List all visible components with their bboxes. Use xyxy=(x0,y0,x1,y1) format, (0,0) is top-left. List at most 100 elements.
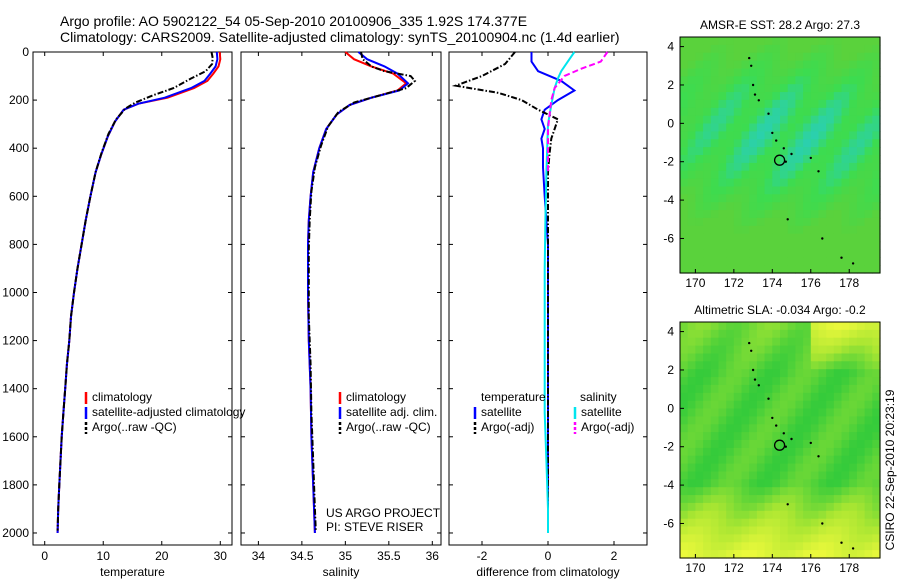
map-cell xyxy=(718,487,727,496)
map-cell xyxy=(749,479,758,488)
map-cell xyxy=(718,123,727,132)
map-cell xyxy=(749,353,758,362)
map-cell xyxy=(841,194,850,203)
map-cell xyxy=(872,353,881,362)
map-frame xyxy=(679,36,881,274)
map-cell xyxy=(756,440,766,449)
map-cell xyxy=(756,392,766,402)
map-cell xyxy=(787,60,796,70)
map-cell xyxy=(741,518,750,528)
map-cell xyxy=(718,194,727,203)
map-cell xyxy=(818,178,827,188)
map-cell xyxy=(787,502,796,512)
map-cell xyxy=(872,322,881,331)
map-cell xyxy=(780,233,789,243)
map-cell xyxy=(680,265,689,274)
map-cell xyxy=(764,241,773,250)
map-cell xyxy=(718,550,727,559)
map-cell xyxy=(726,225,735,235)
map-cell xyxy=(710,217,720,227)
map-cell xyxy=(733,534,743,543)
map-cell xyxy=(703,424,712,433)
map-cell xyxy=(749,447,758,457)
map-cell xyxy=(780,194,789,203)
map-cell xyxy=(687,432,696,441)
map-cell xyxy=(856,68,866,77)
map-cell xyxy=(703,471,712,480)
map-cell xyxy=(764,99,773,109)
map-cell xyxy=(772,210,781,219)
map-cell xyxy=(710,440,720,449)
map-cell xyxy=(803,353,812,362)
map-cell xyxy=(680,68,689,77)
map-cell xyxy=(718,329,727,339)
map-cell xyxy=(833,408,843,417)
map-cell xyxy=(856,495,866,504)
map-cell xyxy=(764,84,773,93)
map-cell xyxy=(856,241,866,250)
map-cell xyxy=(749,147,758,156)
map-cell xyxy=(741,92,750,101)
map-cell xyxy=(764,123,773,132)
map-cell xyxy=(803,447,812,457)
island-marker xyxy=(775,139,778,142)
map-cell xyxy=(764,377,773,386)
map-cell xyxy=(826,225,835,235)
map-cell xyxy=(695,384,704,394)
map-cell xyxy=(833,170,843,180)
map-cell xyxy=(687,52,696,62)
map-cell xyxy=(687,178,696,188)
map-x-tick-label: 172 xyxy=(724,276,744,290)
x-tick-label: 0 xyxy=(41,549,48,563)
map-cell xyxy=(780,447,789,457)
map-cell xyxy=(741,510,750,520)
map-cell xyxy=(741,526,750,535)
map-cell xyxy=(680,447,689,457)
map-cell xyxy=(718,44,727,54)
map-cell xyxy=(710,155,720,164)
island-marker xyxy=(786,218,789,221)
map-cell xyxy=(787,225,796,235)
island-marker xyxy=(748,56,751,60)
map-cell xyxy=(680,384,689,394)
map-cell xyxy=(864,115,873,125)
map-cell xyxy=(718,99,727,109)
map-cell xyxy=(849,37,858,46)
map-cell xyxy=(864,92,873,101)
map-cell xyxy=(872,487,881,496)
map-cell xyxy=(733,471,743,480)
map-cell xyxy=(826,384,835,394)
map-cell xyxy=(687,68,696,77)
map-cell xyxy=(841,107,850,117)
map-cell xyxy=(864,52,873,62)
map-cell xyxy=(818,147,827,156)
map-cell xyxy=(695,408,704,417)
map-cell xyxy=(818,487,827,496)
map-cell xyxy=(680,337,689,347)
map-cell xyxy=(856,345,866,355)
map-cell xyxy=(810,337,820,347)
map-cell xyxy=(726,479,735,488)
map-cell xyxy=(772,518,781,528)
map-cell xyxy=(849,455,858,465)
map-cell xyxy=(772,37,781,46)
y-tick-label: 2000 xyxy=(2,526,29,540)
map-cell xyxy=(772,369,781,378)
map-cell xyxy=(780,37,789,46)
map-cell xyxy=(764,487,773,496)
map-cell xyxy=(787,194,796,203)
map-cell xyxy=(841,337,850,347)
map-cell xyxy=(680,186,689,195)
map-cell xyxy=(818,257,827,266)
map-cell xyxy=(718,510,727,520)
map-cell xyxy=(772,534,781,543)
map-cell xyxy=(718,502,727,512)
map-cell xyxy=(780,249,789,258)
map-cell xyxy=(872,60,881,70)
map-cell xyxy=(687,170,696,180)
map-cell xyxy=(787,92,796,101)
map-cell xyxy=(818,131,827,140)
map-cell xyxy=(764,432,773,441)
map-cell xyxy=(833,76,843,85)
map-cell xyxy=(780,518,789,528)
